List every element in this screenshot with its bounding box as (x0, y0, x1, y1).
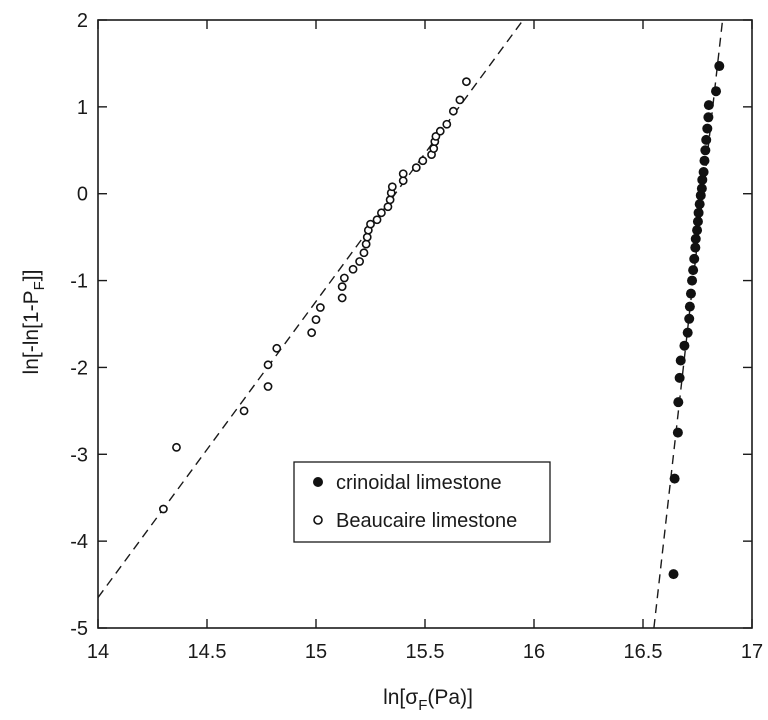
point-crinoidal-limestone (711, 86, 722, 97)
legend-box (293, 461, 551, 543)
point-crinoidal-limestone (672, 427, 683, 438)
point-crinoidal-limestone (679, 340, 690, 351)
point-beaucaire-limestone (359, 248, 369, 258)
point-crinoidal-limestone (690, 242, 701, 253)
point-crinoidal-limestone (684, 301, 695, 312)
point-beaucaire-limestone (387, 182, 397, 192)
point-crinoidal-limestone (697, 174, 708, 185)
point-beaucaire-limestone (362, 232, 372, 242)
point-crinoidal-limestone (674, 372, 685, 383)
legend-label-crinoidal-limestone: crinoidal limestone (336, 472, 502, 494)
point-beaucaire-limestone (376, 208, 386, 218)
point-crinoidal-limestone (699, 155, 710, 166)
x-tick-label: 16 (523, 641, 545, 663)
y-axis-ticks: -5 -4 -3 -2 -1 0 1 2 (70, 10, 752, 640)
x-tick-label: 15.5 (406, 641, 445, 663)
point-beaucaire-limestone (307, 328, 317, 338)
point-crinoidal-limestone (693, 207, 704, 218)
x-tick-label: 15 (305, 641, 327, 663)
point-crinoidal-limestone (669, 473, 680, 484)
point-beaucaire-limestone (348, 264, 358, 274)
data-points (158, 61, 725, 580)
point-crinoidal-limestone (684, 313, 695, 324)
point-beaucaire-limestone (339, 273, 349, 283)
point-crinoidal-limestone (687, 275, 698, 286)
point-crinoidal-limestone (682, 327, 693, 338)
point-beaucaire-limestone (398, 176, 408, 186)
x-axis-label: ln[σF(Pa)] (383, 686, 473, 714)
point-beaucaire-limestone (435, 126, 445, 136)
point-crinoidal-limestone (714, 61, 725, 72)
point-beaucaire-limestone (239, 406, 249, 416)
point-beaucaire-limestone (366, 219, 375, 229)
x-tick-label: 16.5 (624, 641, 663, 663)
point-crinoidal-limestone (696, 183, 707, 194)
point-beaucaire-limestone (361, 239, 371, 249)
point-beaucaire-limestone (385, 195, 395, 205)
fit-lines (97, 19, 724, 629)
point-beaucaire-limestone (263, 382, 273, 391)
point-beaucaire-limestone (398, 169, 408, 179)
legend-marker-beaucaire-limestone (313, 515, 323, 525)
point-beaucaire-limestone (372, 215, 382, 225)
point-beaucaire-limestone (337, 293, 347, 303)
x-tick-label: 17 (741, 641, 763, 663)
point-crinoidal-limestone (701, 134, 712, 145)
point-crinoidal-limestone (673, 397, 684, 408)
y-tick-label: -5 (70, 618, 88, 640)
point-beaucaire-limestone (337, 282, 347, 292)
point-crinoidal-limestone (692, 225, 703, 236)
x-tick-label: 14 (87, 641, 109, 663)
point-crinoidal-limestone (694, 199, 705, 210)
point-crinoidal-limestone (689, 253, 700, 264)
y-tick-label: -3 (70, 444, 88, 466)
point-crinoidal-limestone (690, 233, 701, 244)
point-beaucaire-limestone (158, 504, 168, 514)
y-tick-label: -2 (70, 357, 88, 379)
point-beaucaire-limestone (383, 202, 393, 212)
point-beaucaire-limestone (311, 315, 321, 325)
y-tick-label: 0 (77, 184, 88, 206)
fit-line-2 (653, 19, 724, 629)
x-axis-ticks: 14 14.5 15 15.5 16 16.5 17 (87, 20, 763, 663)
point-beaucaire-limestone (411, 163, 421, 173)
point-beaucaire-limestone (172, 442, 181, 452)
point-crinoidal-limestone (702, 123, 713, 134)
point-crinoidal-limestone (688, 265, 699, 276)
legend-marker-crinoidal-limestone (313, 477, 323, 487)
y-tick-label: 2 (77, 10, 88, 32)
point-beaucaire-limestone (418, 156, 428, 166)
point-crinoidal-limestone (692, 216, 703, 227)
point-beaucaire-limestone (455, 95, 465, 105)
point-crinoidal-limestone (685, 288, 696, 299)
point-crinoidal-limestone (703, 112, 714, 123)
point-crinoidal-limestone (703, 100, 714, 111)
y-tick-label: -4 (70, 531, 88, 553)
y-axis-label: ln[-ln[1-PF]] (20, 270, 48, 375)
point-crinoidal-limestone (698, 167, 709, 177)
legend: crinoidal limestone Beaucaire limestone (293, 461, 551, 543)
point-beaucaire-limestone (442, 119, 452, 129)
point-beaucaire-limestone (462, 77, 471, 87)
point-beaucaire-limestone (355, 257, 364, 266)
point-crinoidal-limestone (700, 145, 711, 156)
y-tick-label: -1 (70, 271, 88, 293)
x-tick-label: 14.5 (188, 641, 227, 663)
point-beaucaire-limestone (315, 303, 325, 312)
point-crinoidal-limestone (668, 569, 679, 580)
point-beaucaire-limestone (448, 106, 458, 116)
point-beaucaire-limestone (263, 360, 273, 370)
point-crinoidal-limestone (675, 355, 686, 366)
y-tick-label: 1 (77, 97, 88, 119)
point-beaucaire-limestone (272, 343, 282, 353)
legend-label-beaucaire-limestone: Beaucaire limestone (336, 510, 517, 532)
point-beaucaire-limestone (429, 144, 439, 153)
